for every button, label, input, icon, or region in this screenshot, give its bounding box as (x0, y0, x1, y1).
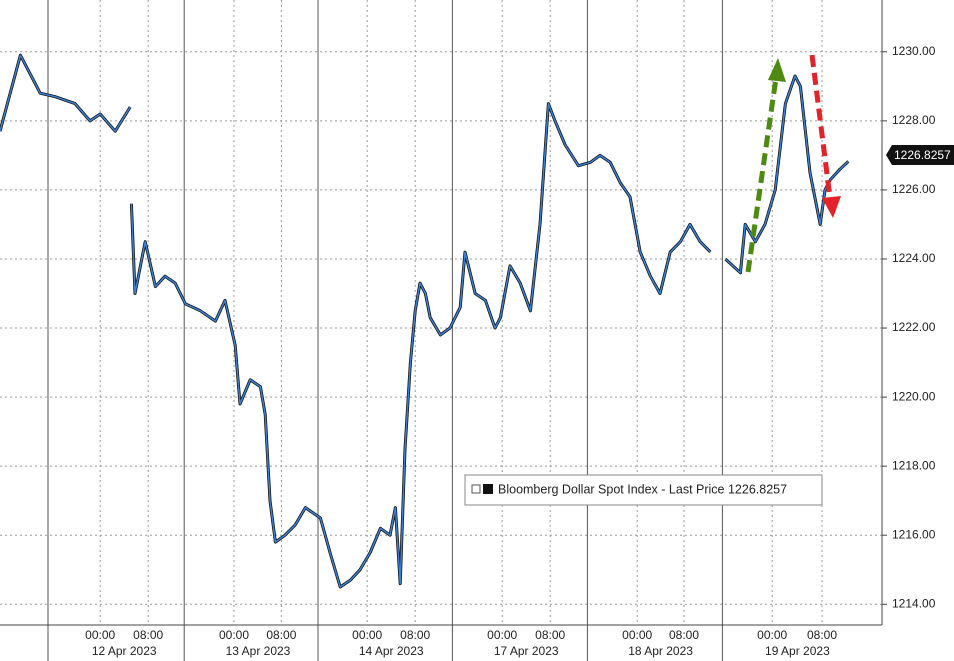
x-tick-label: 00:00 (352, 628, 382, 642)
y-tick-label: 1220.00 (892, 389, 936, 403)
grid (0, 0, 882, 661)
x-tick-label: 00:00 (219, 628, 249, 642)
down-arrow (809, 54, 841, 218)
x-tick-label: 08:00 (400, 628, 430, 642)
x-tick-label: 08:00 (266, 628, 296, 642)
y-tick-label: 1216.00 (892, 527, 936, 541)
x-tick-label: 00:00 (622, 628, 652, 642)
x-tick-label: 08:00 (807, 628, 837, 642)
date-label: 14 Apr 2023 (359, 644, 424, 658)
legend-label: Bloomberg Dollar Spot Index - Last Price… (498, 482, 787, 496)
x-tick-label: 00:00 (487, 628, 517, 642)
last-price-tag: 1226.8257 (886, 145, 954, 165)
y-tick-label: 1228.00 (892, 113, 936, 127)
date-label: 12 Apr 2023 (92, 644, 157, 658)
y-tick-label: 1224.00 (892, 251, 936, 265)
legend: Bloomberg Dollar Spot Index - Last Price… (464, 474, 823, 506)
y-tick-label: 1230.00 (892, 44, 936, 58)
up-arrow (745, 58, 786, 273)
last-price-label: 1226.8257 (894, 148, 951, 162)
date-label: 18 Apr 2023 (628, 644, 693, 658)
x-tick-label: 08:00 (133, 628, 163, 642)
x-tick-label: 08:00 (669, 628, 699, 642)
date-label: 19 Apr 2023 (765, 644, 830, 658)
x-tick-label: 00:00 (85, 628, 115, 642)
date-label: 17 Apr 2023 (494, 644, 559, 658)
y-tick-label: 1222.00 (892, 320, 936, 334)
y-tick-label: 1226.00 (892, 182, 936, 196)
date-label: 13 Apr 2023 (226, 644, 291, 658)
x-tick-label: 08:00 (535, 628, 565, 642)
x-tick-label: 00:00 (757, 628, 787, 642)
y-tick-label: 1214.00 (892, 596, 936, 610)
y-tick-label: 1218.00 (892, 458, 936, 472)
